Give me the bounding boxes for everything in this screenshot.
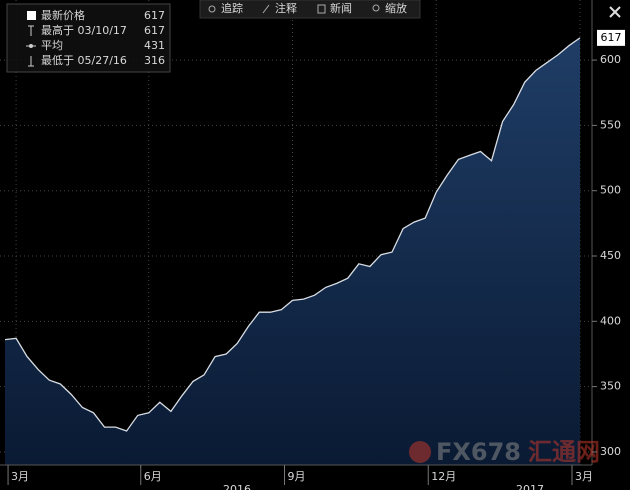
toolbar-button[interactable]: 追踪 <box>208 1 243 15</box>
toolbar: 追踪 注释 新闻 缩放 <box>199 0 421 19</box>
x-tick-label: 3月 <box>11 470 29 483</box>
legend-icon <box>27 11 36 20</box>
toolbar-button[interactable]: 注释 <box>262 1 297 15</box>
toolbar-label[interactable]: 新闻 <box>330 1 352 15</box>
legend-label: 平均 <box>41 39 63 52</box>
toolbar-bg <box>199 0 421 19</box>
legend: 最新价格 617 最高于 03/10/17 617 平均 431 最低于 05/27/16 3… <box>6 3 171 73</box>
watermark-logo <box>409 441 431 463</box>
legend-label: 最高于 03/10/17 <box>41 23 127 37</box>
y-tick-label: 550 <box>600 118 621 131</box>
legend-value: 617 <box>144 24 165 37</box>
line <box>4 37 581 432</box>
x-tick-label: 12月 <box>431 470 456 483</box>
last-price-tag: 617 <box>597 29 625 46</box>
legend-value: 316 <box>144 54 165 67</box>
watermark: FX678 汇通网 <box>409 438 600 466</box>
y-tick-label: 450 <box>600 249 621 262</box>
legend-label: 最新价格 <box>41 8 85 22</box>
y-tick-label: 400 <box>600 314 621 327</box>
plot-area <box>0 0 592 466</box>
year-label: 2017 <box>516 483 544 490</box>
year-label: 2016 <box>223 483 251 490</box>
legend-label: 最低于 05/27/16 <box>41 54 127 67</box>
y-tick-label: 350 <box>600 380 621 393</box>
legend-value: 617 <box>144 9 165 22</box>
watermark-name: 汇通网 <box>528 438 600 466</box>
area <box>5 37 580 466</box>
watermark-brand: FX678 <box>436 438 521 466</box>
y-tick-label: 500 <box>600 184 621 197</box>
toolbar-button[interactable]: 缩放 <box>372 1 407 15</box>
legend-value: 431 <box>144 39 165 52</box>
toolbar-label[interactable]: 追踪 <box>221 1 243 15</box>
x-tick-label: 6月 <box>144 470 162 483</box>
x-tick-label: 3月 <box>575 470 593 483</box>
toolbar-label[interactable]: 注释 <box>275 1 297 15</box>
last-price-box <box>597 29 625 46</box>
x-tick-label: 9月 <box>288 470 306 483</box>
toolbar-label[interactable]: 缩放 <box>385 1 407 15</box>
toolbar-button[interactable]: 新闻 <box>317 1 352 15</box>
y-tick-label: 600 <box>600 53 621 66</box>
close-button[interactable] <box>609 6 621 18</box>
y-tick-label: 300 <box>600 445 621 458</box>
last-price-label: 617 <box>601 31 622 44</box>
